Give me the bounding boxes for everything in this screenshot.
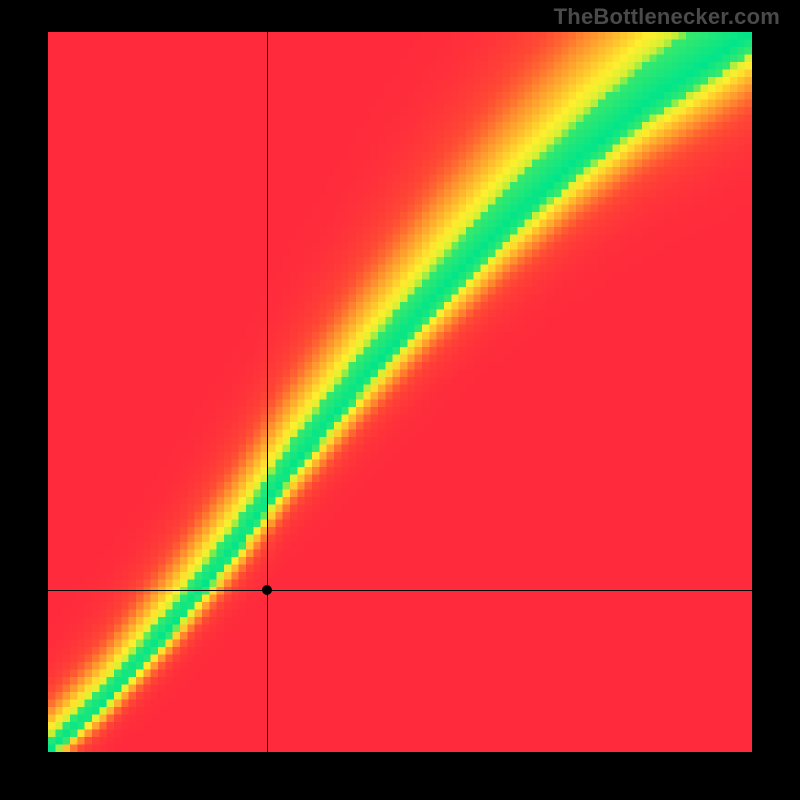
- heatmap-plot: [48, 32, 752, 752]
- heatmap-canvas: [48, 32, 752, 752]
- watermark-text: TheBottlenecker.com: [554, 4, 780, 30]
- crosshair-marker: [262, 585, 272, 595]
- crosshair-horizontal: [48, 590, 752, 591]
- chart-frame: TheBottlenecker.com: [0, 0, 800, 800]
- crosshair-vertical: [267, 32, 268, 752]
